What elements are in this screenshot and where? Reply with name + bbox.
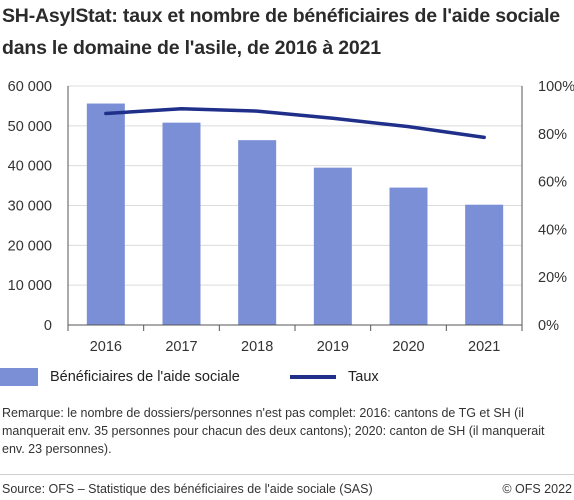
x-tick-label: 2018	[241, 339, 273, 355]
combo-chart: 0 10 000 20 000 30 000 40 000 50 000 60 000 0%…	[8, 79, 574, 355]
bar	[86, 103, 125, 325]
y-right-tick-label: 0%	[538, 318, 559, 334]
legend-bar-swatch	[0, 368, 38, 386]
x-tick-label: 2021	[468, 339, 500, 355]
chart-title: SH-AsylStat: taux et nombre de bénéficia…	[2, 5, 560, 59]
y-left-tick-label: 30 000	[8, 199, 52, 215]
gridlines	[68, 85, 522, 286]
line-series	[104, 106, 486, 140]
y-right-tick-label: 80%	[538, 127, 567, 143]
y-left-tick-label: 50 000	[8, 119, 52, 135]
bar	[465, 204, 504, 325]
chart-note: Remarque: le nombre de dossiers/personne…	[2, 406, 545, 456]
legend-line-label: Taux	[348, 369, 379, 385]
x-tick-label: 2016	[90, 339, 122, 355]
y-left-tick-label: 0	[44, 318, 52, 334]
bar-series	[86, 103, 504, 325]
bar	[389, 187, 428, 325]
x-tick-label: 2020	[392, 339, 424, 355]
legend-line-swatch	[290, 375, 336, 379]
y-left-tick-label: 40 000	[8, 159, 52, 175]
bar	[238, 140, 277, 325]
footer: Source: OFS – Statistique des bénéficiai…	[2, 482, 572, 496]
x-axis-ticks: 2016 2017 2018 2019 2020 2021	[90, 339, 501, 355]
y-left-tick-label: 10 000	[8, 278, 52, 294]
y-right-tick-label: 20%	[538, 270, 567, 286]
legend-item-bars: Bénéficiaires de l'aide sociale	[0, 366, 240, 388]
legend: Bénéficiaires de l'aide sociale Taux	[0, 366, 574, 390]
bar	[162, 122, 201, 325]
y-left-tick-label: 20 000	[8, 238, 52, 254]
legend-bars-label: Bénéficiaires de l'aide sociale	[50, 369, 240, 385]
line-series-path	[104, 106, 486, 140]
y-right-tick-label: 100%	[538, 79, 574, 95]
y-right-tick-label: 60%	[538, 175, 567, 191]
legend-item-line: Taux	[290, 366, 379, 388]
x-tick-label: 2019	[317, 339, 349, 355]
y-axis-right-ticks: 0% 20% 40% 60% 80% 100%	[538, 79, 574, 334]
axes	[67, 86, 523, 331]
bar	[313, 167, 352, 325]
y-right-tick-label: 40%	[538, 222, 567, 238]
y-axis-left-ticks: 0 10 000 20 000 30 000 40 000 50 000 60 000	[8, 79, 52, 334]
copyright-text: © OFS 2022	[502, 482, 572, 496]
footer-divider	[0, 474, 574, 475]
x-tick-label: 2017	[165, 339, 197, 355]
source-text: Source: OFS – Statistique des bénéficiai…	[2, 482, 373, 496]
y-left-tick-label: 60 000	[8, 79, 52, 95]
